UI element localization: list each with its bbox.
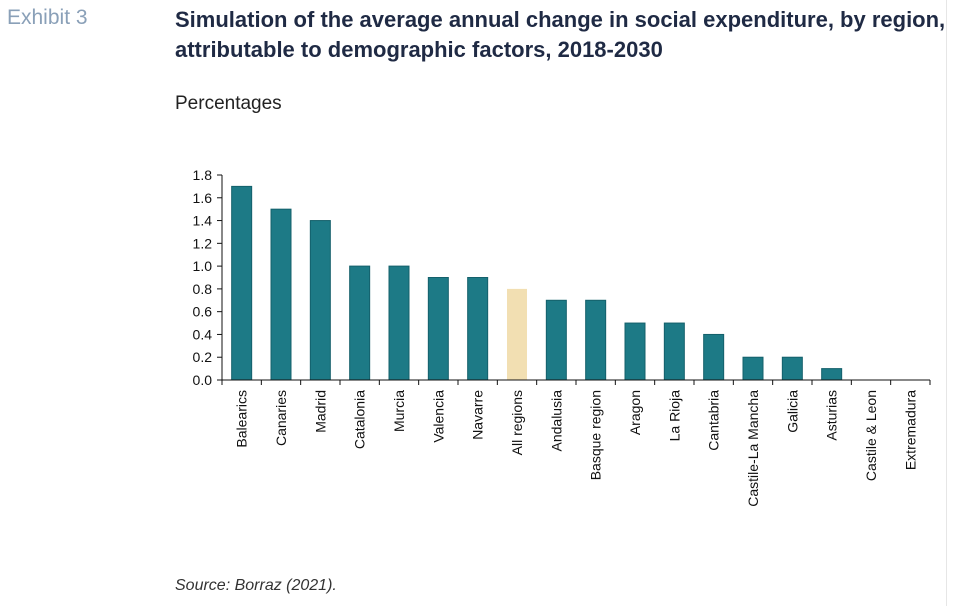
- x-category-label: Catalonia: [352, 390, 368, 449]
- x-category-label: Balearics: [234, 390, 250, 448]
- x-category-label: Castile & Leon: [863, 390, 879, 481]
- x-category-label: All regions: [509, 390, 525, 455]
- x-category-label: Murcia: [391, 390, 407, 432]
- y-tick-label: 0.8: [193, 281, 213, 297]
- x-category-label: Aragon: [627, 390, 643, 435]
- y-tick-label: 0.6: [193, 304, 213, 320]
- y-tick-label: 1.0: [193, 258, 213, 274]
- bar-navarre: [467, 277, 489, 381]
- y-tick-label: 1.4: [193, 213, 213, 229]
- x-category-label: La Rioja: [666, 390, 682, 442]
- x-category-label: Canaries: [273, 390, 289, 446]
- x-category-label: Castile-La Mancha: [745, 390, 761, 507]
- right-border-rule: [946, 0, 947, 606]
- bar-andalusia: [545, 299, 567, 381]
- bar-catalonia: [349, 265, 371, 381]
- x-category-label: Galicia: [784, 390, 800, 433]
- bar-basque-region: [585, 299, 607, 381]
- bar-canaries: [270, 208, 292, 381]
- y-tick-label: 1.2: [193, 235, 213, 251]
- x-category-label: Navarre: [470, 390, 486, 440]
- x-category-label: Andalusia: [548, 390, 564, 452]
- x-category-label: Cantabria: [706, 390, 722, 451]
- y-tick-label: 0.4: [193, 326, 213, 342]
- bar-aragon: [624, 322, 646, 381]
- y-tick-label: 0.2: [193, 349, 213, 365]
- y-tick-label: 0.0: [193, 372, 213, 388]
- bar-cantabria: [703, 333, 725, 381]
- x-category-label: Madrid: [312, 390, 328, 433]
- x-category-label: Basque region: [588, 390, 604, 480]
- bar-la-rioja: [663, 322, 685, 381]
- bar-all-regions: [507, 288, 527, 380]
- chart-title: Simulation of the average annual change …: [175, 7, 946, 62]
- x-category-label: Asturias: [824, 390, 840, 441]
- bar-castile-la-mancha: [742, 356, 764, 381]
- exhibit-label: Exhibit 3: [7, 6, 88, 29]
- bar-murcia: [388, 265, 410, 381]
- x-category-label: Valencia: [430, 390, 446, 443]
- y-tick-label: 1.8: [193, 167, 213, 183]
- bar-madrid: [309, 220, 331, 381]
- source-note: Source: Borraz (2021).: [175, 577, 337, 594]
- x-category-label: Extremadura: [902, 390, 918, 470]
- bar-balearics: [231, 185, 253, 381]
- y-tick-label: 1.6: [193, 190, 213, 206]
- chart-subtitle: Percentages: [175, 93, 282, 114]
- bar-galicia: [781, 356, 803, 381]
- bar-valencia: [427, 277, 449, 381]
- bar-asturias: [821, 368, 843, 381]
